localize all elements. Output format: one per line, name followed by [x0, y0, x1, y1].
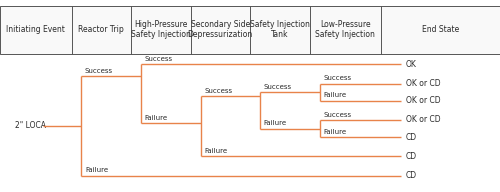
- Text: Success: Success: [85, 68, 113, 74]
- Text: Success: Success: [323, 75, 351, 81]
- Text: CD: CD: [406, 171, 417, 180]
- Text: Secondary Side
Depressurization: Secondary Side Depressurization: [188, 20, 253, 40]
- Text: Success: Success: [264, 84, 291, 90]
- Text: Low-Pressure
Safety Injection: Low-Pressure Safety Injection: [316, 20, 375, 40]
- Text: Failure: Failure: [323, 93, 346, 98]
- Text: Success: Success: [204, 88, 232, 94]
- Bar: [0, 6, 500, 54]
- Text: End State: End State: [422, 25, 459, 34]
- Text: Safety Injection
Tank: Safety Injection Tank: [250, 20, 310, 40]
- Text: CD: CD: [406, 152, 417, 161]
- Text: High-Pressure
Safety Injection: High-Pressure Safety Injection: [131, 20, 190, 40]
- Text: Initiating Event: Initiating Event: [6, 25, 65, 34]
- Text: Failure: Failure: [264, 120, 286, 126]
- Text: Success: Success: [323, 112, 351, 118]
- Text: OK or CD: OK or CD: [406, 96, 440, 105]
- Text: Failure: Failure: [204, 148, 227, 154]
- Text: OK: OK: [406, 60, 417, 69]
- Text: CD: CD: [406, 133, 417, 142]
- Text: Failure: Failure: [144, 115, 168, 121]
- Text: Success: Success: [144, 56, 172, 62]
- Text: Reactor Trip: Reactor Trip: [78, 25, 124, 34]
- Text: 2" LOCA: 2" LOCA: [15, 121, 46, 130]
- Text: OK or CD: OK or CD: [406, 79, 440, 88]
- Text: Failure: Failure: [323, 129, 346, 135]
- Text: OK or CD: OK or CD: [406, 116, 440, 124]
- Text: Failure: Failure: [85, 167, 108, 173]
